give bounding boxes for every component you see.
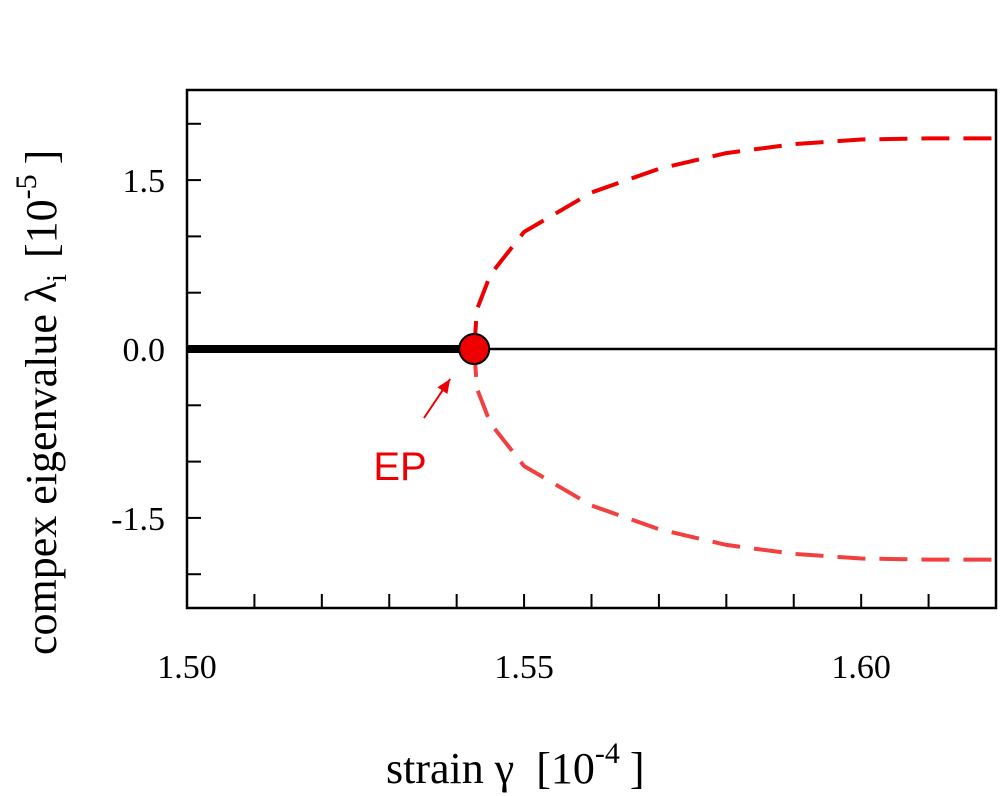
x-axis-label: strain γ xyxy=(386,744,514,793)
y-tick-label: 0.0 xyxy=(123,332,166,369)
plot-content xyxy=(187,136,996,562)
y-axis-unit-base: [10 xyxy=(17,199,66,258)
y-axis-title: compex eigenvalue λi [10-5] xyxy=(10,150,73,655)
axis-ticks xyxy=(187,122,930,608)
x-axis-unit-close: ] xyxy=(630,744,645,793)
x-axis-unit-base: [10 xyxy=(536,744,595,793)
y-tick-label: 1.5 xyxy=(123,163,166,200)
x-axis-unit-exp: -4 xyxy=(595,737,620,770)
x-tick-label: 1.55 xyxy=(494,649,554,686)
tick-labels: 1.50 1.55 1.60 1.5 0.0 -1.5 xyxy=(111,163,891,686)
y-axis-label: compex eigenvalue λ xyxy=(17,281,66,655)
y-axis-unit-exp: -5 xyxy=(10,174,43,199)
x-tick-label: 1.50 xyxy=(157,649,217,686)
series-line-3 xyxy=(472,348,996,562)
x-axis-title: strain γ [10-4] xyxy=(386,737,645,793)
y-axis-unit-close: ] xyxy=(17,150,66,165)
ep-arrow-head xyxy=(437,379,451,394)
x-tick-label: 1.60 xyxy=(831,649,891,686)
y-axis-label-subscript: i xyxy=(42,274,73,282)
y-tick-label: -1.5 xyxy=(111,501,165,538)
ep-label: EP xyxy=(373,445,426,489)
ep-marker xyxy=(458,333,491,365)
series-line-2 xyxy=(472,136,996,350)
